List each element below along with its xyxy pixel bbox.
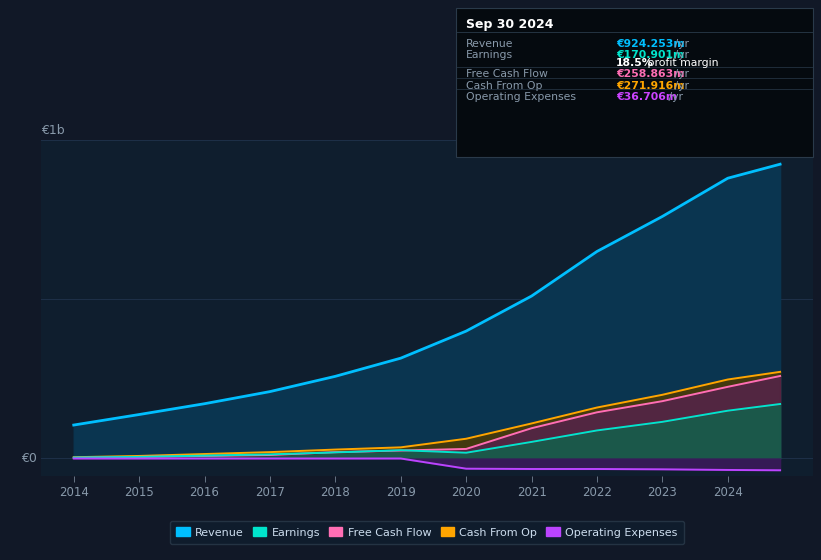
Text: €170.901m: €170.901m <box>616 50 684 60</box>
Text: /yr: /yr <box>672 50 689 60</box>
Text: €924.253m: €924.253m <box>616 39 685 49</box>
Text: €271.916m: €271.916m <box>616 81 684 91</box>
Text: €36.706m: €36.706m <box>616 92 677 102</box>
Text: /yr: /yr <box>672 69 689 80</box>
Text: /yr: /yr <box>672 81 689 91</box>
Text: Operating Expenses: Operating Expenses <box>466 92 576 102</box>
Text: Revenue: Revenue <box>466 39 513 49</box>
Text: Sep 30 2024: Sep 30 2024 <box>466 17 553 31</box>
Text: Earnings: Earnings <box>466 50 512 60</box>
Text: €0: €0 <box>21 452 37 465</box>
Legend: Revenue, Earnings, Free Cash Flow, Cash From Op, Operating Expenses: Revenue, Earnings, Free Cash Flow, Cash … <box>170 521 684 544</box>
Text: €258.863m: €258.863m <box>616 69 684 80</box>
Text: €1b: €1b <box>41 124 65 137</box>
Text: profit margin: profit margin <box>644 58 719 68</box>
Text: Cash From Op: Cash From Op <box>466 81 542 91</box>
Text: /yr: /yr <box>672 39 689 49</box>
Text: /yr: /yr <box>665 92 683 102</box>
Text: 18.5%: 18.5% <box>616 58 654 68</box>
Text: Free Cash Flow: Free Cash Flow <box>466 69 548 80</box>
